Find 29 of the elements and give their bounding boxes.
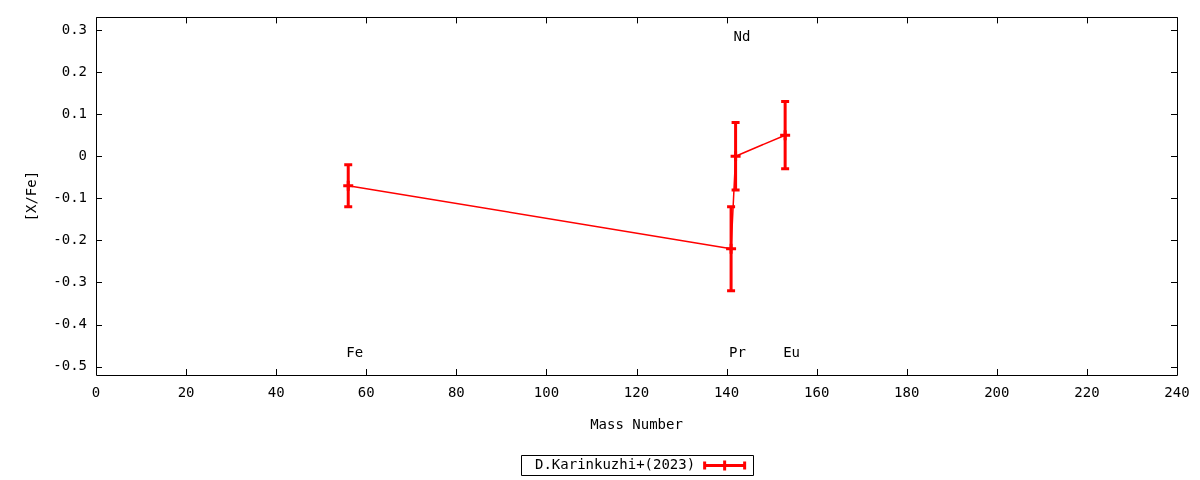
y-tick-label: -0.1 xyxy=(53,188,87,205)
y-tick-label: 0 xyxy=(78,146,87,163)
annotation: Pr xyxy=(729,343,746,360)
x-tick-label: 220 xyxy=(1074,384,1100,401)
y-tick-label: 0.3 xyxy=(61,20,87,37)
x-tick-label: 0 xyxy=(91,384,101,401)
x-tick-label: 160 xyxy=(804,384,830,401)
x-tick-label: 80 xyxy=(447,384,465,401)
annotation: Nd xyxy=(733,28,751,45)
x-tick-label: 180 xyxy=(894,384,920,401)
y-axis-title: [X/Fe] xyxy=(23,170,40,222)
x-tick-label: 60 xyxy=(357,384,375,401)
x-tick-label: 200 xyxy=(984,384,1010,401)
x-axis-title: Mass Number xyxy=(590,416,683,433)
y-tick-label: -0.3 xyxy=(53,273,87,290)
x-tick-label: 40 xyxy=(267,384,285,401)
y-tick-label: -0.4 xyxy=(53,315,87,332)
x-tick-label: 240 xyxy=(1164,384,1190,401)
legend-label: D.Karinkuzhi+(2023) xyxy=(534,456,696,473)
y-tick-label: 0.2 xyxy=(61,62,87,79)
annotation: Fe xyxy=(346,343,364,360)
y-tick-label: -0.2 xyxy=(53,231,87,248)
x-tick-label: 100 xyxy=(533,384,560,401)
y-tick-label: 0.1 xyxy=(61,104,87,121)
x-tick-label: 140 xyxy=(713,384,740,401)
y-tick-label: -0.5 xyxy=(53,357,87,374)
annotation: Eu xyxy=(783,343,800,360)
x-tick-label: 120 xyxy=(623,384,650,401)
x-tick-label: 20 xyxy=(177,384,195,401)
